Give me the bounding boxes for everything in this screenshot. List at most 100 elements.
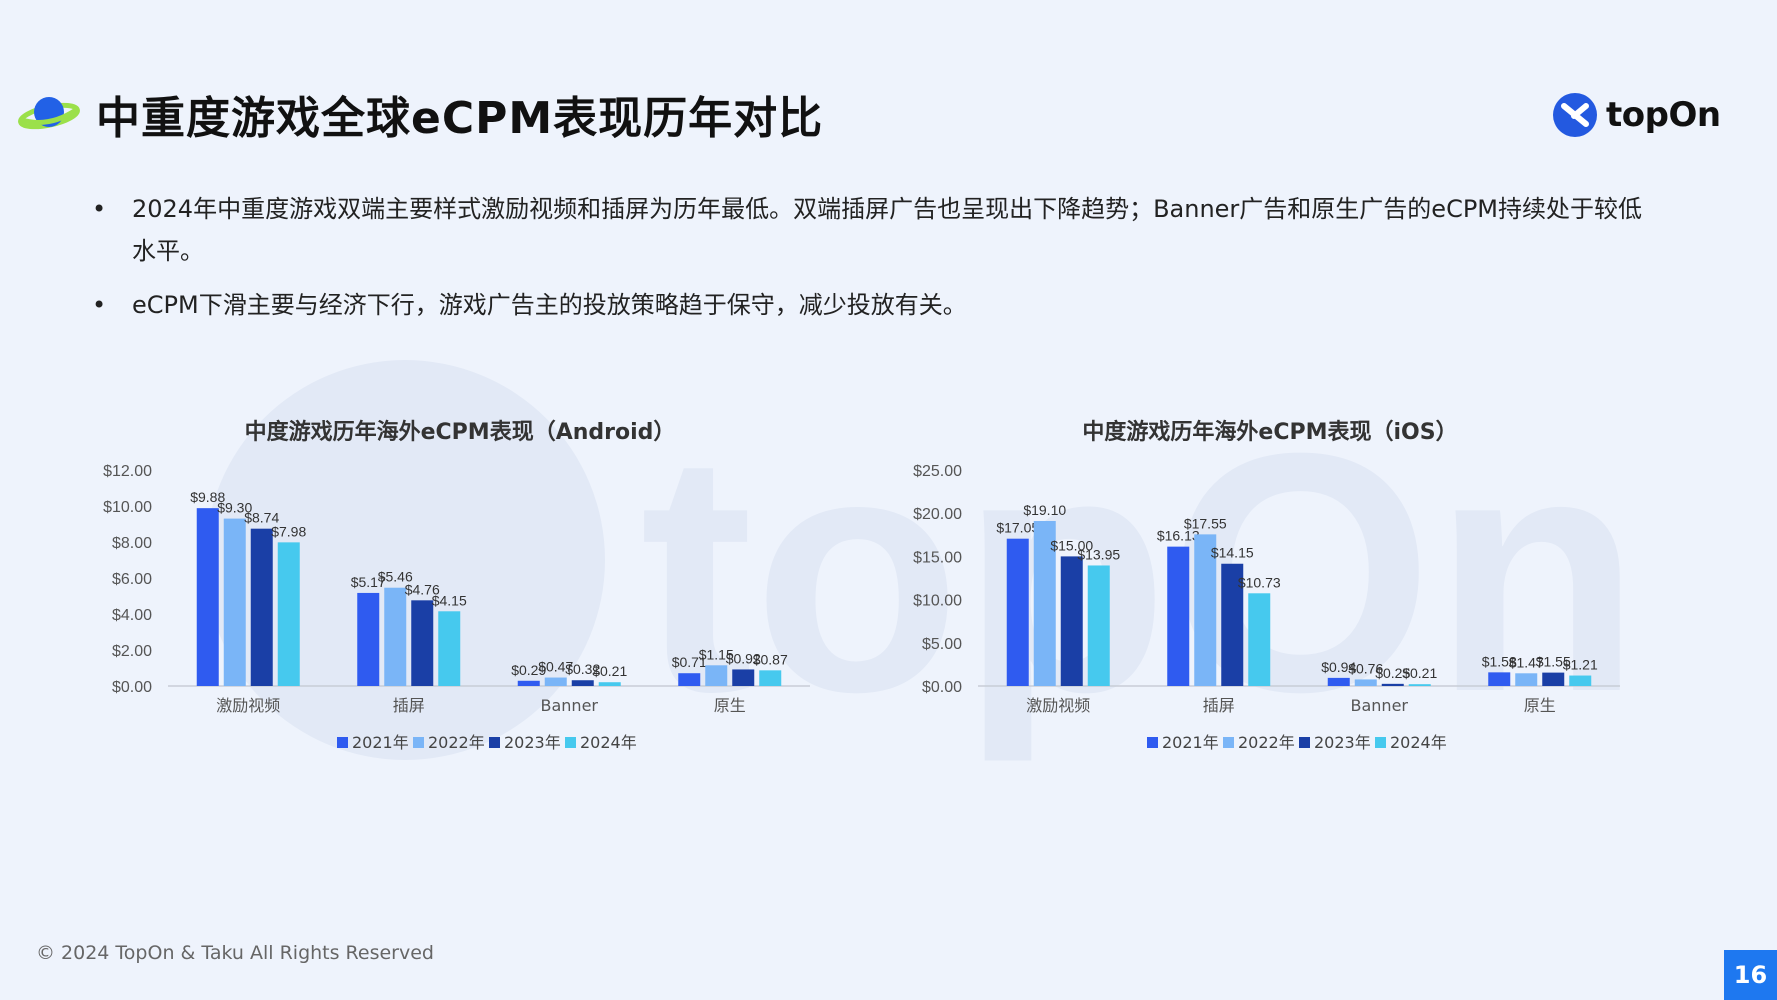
bar (1194, 534, 1217, 686)
page-title: 中重度游戏全球eCPM表现历年对比 (96, 93, 824, 144)
data-label: $7.98 (271, 523, 306, 539)
legend-label: 2023年 (1314, 733, 1371, 752)
legend-label: 2022年 (428, 733, 485, 752)
data-label: $15.00 (1050, 537, 1093, 553)
bar (544, 677, 567, 686)
bar (598, 682, 621, 686)
data-label: $16.13 (1157, 528, 1200, 544)
data-label: $1.55 (1536, 654, 1571, 670)
bullet-text: 2024年中重度游戏双端主要样式激励视频和插屏为历年最低。双端插屏广告也呈现出下… (132, 195, 1643, 265)
data-label: $0.94 (1321, 659, 1356, 675)
bar (196, 508, 219, 686)
y-tick-label: $0.00 (922, 679, 962, 696)
data-label: $0.71 (672, 654, 707, 670)
data-label: $0.25 (1375, 665, 1410, 681)
category-label: 插屏 (393, 696, 425, 715)
category-label: 激励视频 (216, 696, 280, 715)
bullet-item: • eCPM下滑主要与经济下行，游戏广告主的投放策略趋于保守，减少投放有关。 (92, 284, 1652, 326)
bar (1354, 679, 1377, 686)
data-label: $1.47 (1509, 654, 1544, 670)
y-tick-label: $15.00 (913, 549, 962, 566)
android-chart: 中度游戏历年海外eCPM表现（Android） $0.00 $2.00 $4.00 $… (80, 400, 840, 860)
data-label: $5.46 (378, 569, 413, 585)
data-label: $4.15 (432, 592, 467, 608)
planet-icon (18, 97, 80, 130)
bar (1569, 675, 1592, 686)
y-tick-label: $12.00 (103, 463, 152, 480)
data-label: $17.55 (1184, 515, 1227, 531)
legend-label: 2023年 (504, 733, 561, 752)
data-label: $1.15 (699, 646, 734, 662)
legend-swatch (489, 737, 500, 748)
legend-swatch (1147, 737, 1158, 748)
topon-logo-icon (1553, 93, 1597, 137)
category-label: Banner (541, 696, 599, 715)
legend-swatch (413, 737, 424, 748)
data-label: $10.73 (1238, 574, 1281, 590)
data-label: $13.95 (1077, 546, 1120, 562)
y-tick-label: $2.00 (112, 643, 152, 660)
android-bar-chart: $0.00 $2.00 $4.00 $6.00 $8.00 $10.00 $12.00 $9.… (103, 463, 810, 752)
logo-text: topOn (1606, 95, 1721, 135)
y-tick-label: $10.00 (103, 499, 152, 516)
data-label: $0.87 (753, 651, 788, 667)
bar (1033, 520, 1056, 686)
bar (1408, 684, 1431, 686)
data-label: $1.21 (1563, 657, 1598, 673)
y-tick-label: $25.00 (913, 463, 962, 480)
bar (1087, 565, 1110, 686)
chart-title: 中度游戏历年海外eCPM表现（Android） (244, 420, 676, 445)
bullet-item: • 2024年中重度游戏双端主要样式激励视频和插屏为历年最低。双端插屏广告也呈现… (92, 188, 1652, 272)
y-tick-label: $5.00 (922, 636, 962, 653)
data-label: $14.15 (1211, 545, 1254, 561)
bar (250, 528, 273, 686)
data-label: $0.76 (1348, 660, 1383, 676)
legend-label: 2021年 (352, 733, 409, 752)
chart-title: 中度游戏历年海外eCPM表现（iOS） (1082, 420, 1458, 445)
data-label: $19.10 (1023, 502, 1066, 518)
bar (1060, 556, 1083, 686)
y-tick-label: $0.00 (112, 679, 152, 696)
data-label: $0.32 (565, 661, 600, 677)
bar (1327, 677, 1350, 686)
data-label: $0.29 (511, 662, 546, 678)
data-label: $0.47 (538, 659, 573, 675)
copyright: © 2024 TopOn & Taku All Rights Reserved (36, 942, 434, 964)
data-label: $0.21 (592, 663, 627, 679)
bar (384, 587, 407, 686)
legend-swatch (337, 737, 348, 748)
bar (1006, 538, 1029, 686)
ios-bar-chart: $0.00 $5.00 $10.00 $15.00 $20.00 $25.00 $17.05… (913, 463, 1620, 752)
bar (223, 518, 246, 686)
bar (1381, 683, 1404, 686)
bar (1515, 673, 1538, 686)
legend-label: 2024年 (1390, 733, 1447, 752)
watermark-text: topOn (640, 383, 1641, 764)
bar (438, 611, 461, 686)
page-number: 16 (1724, 950, 1777, 1000)
legend-swatch (1375, 737, 1386, 748)
data-label: $9.88 (190, 489, 225, 505)
legend-swatch (565, 737, 576, 748)
bar (517, 680, 540, 686)
bullet-dot: • (92, 195, 107, 223)
data-label: $1.58 (1482, 653, 1517, 669)
data-label: $0.92 (726, 650, 761, 666)
bar (571, 680, 594, 686)
y-tick-label: $8.00 (112, 535, 152, 552)
topon-logo: topOn (1552, 92, 1721, 138)
category-label: 插屏 (1203, 696, 1235, 715)
category-label: 原生 (714, 696, 746, 715)
title-row: 中重度游戏全球eCPM表现历年对比 (18, 84, 823, 144)
bullet-dot: • (92, 291, 107, 319)
data-label: $5.17 (351, 574, 386, 590)
ios-chart: 中度游戏历年海外eCPM表现（iOS） $0.00 $5.00 $10.00 $15.… (890, 400, 1650, 860)
legend-label: 2024年 (580, 733, 637, 752)
bar (411, 600, 434, 686)
bar (678, 673, 701, 686)
bar (732, 669, 755, 686)
y-tick-label: $6.00 (112, 571, 152, 588)
data-label: $8.74 (244, 510, 279, 526)
bar (1248, 593, 1271, 686)
